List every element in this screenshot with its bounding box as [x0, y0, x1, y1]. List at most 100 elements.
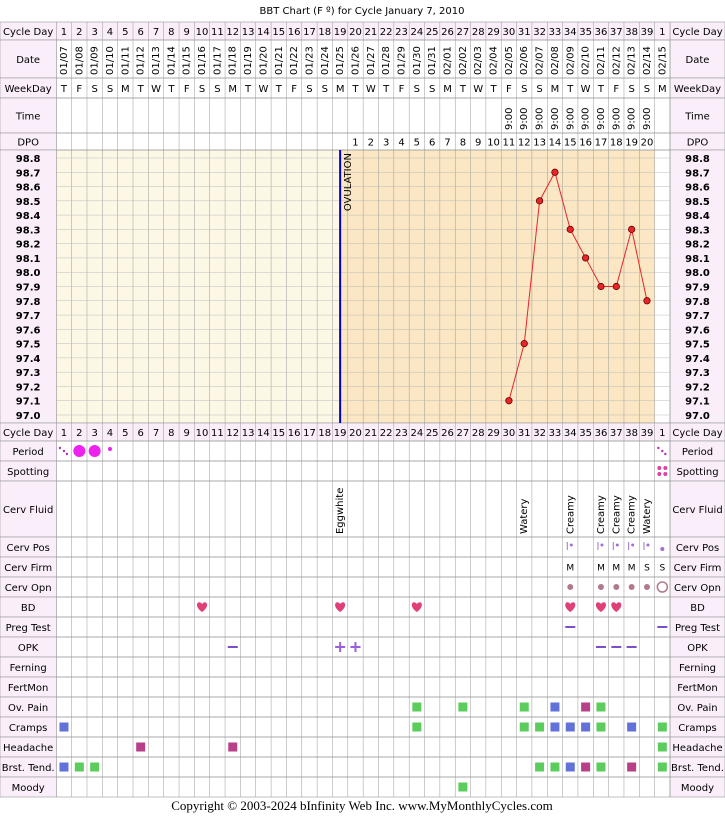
cycle-day: 17	[303, 27, 316, 38]
dot-mark	[62, 449, 66, 453]
cycle-day: 26	[441, 428, 454, 439]
weekday: M	[443, 84, 452, 95]
date: 01/26	[350, 46, 361, 75]
date: 01/13	[151, 46, 162, 75]
weekday: M	[121, 84, 130, 95]
dot-mark	[615, 543, 619, 547]
cycle-day: 10	[196, 428, 209, 439]
row-label: Headache	[672, 743, 722, 754]
date: 01/08	[74, 46, 85, 75]
symptom-square	[519, 722, 529, 732]
y-tick-label: 98.4	[16, 211, 41, 222]
row-label: Spotting	[7, 467, 49, 478]
row-label: BD	[21, 603, 36, 614]
cycle-day: 28	[472, 27, 485, 38]
symptom-square	[550, 722, 560, 732]
temp-point	[520, 340, 528, 348]
cycle-day: 25	[426, 27, 439, 38]
dpo: 4	[398, 138, 404, 149]
cycle-day: 12	[226, 27, 239, 38]
y-tick-label: 97.0	[685, 411, 710, 422]
date: 01/07	[59, 46, 70, 75]
time: 9:00	[504, 108, 515, 130]
y-tick-label: 98.7	[16, 168, 41, 179]
time: 9:00	[642, 108, 653, 130]
dpo: 17	[595, 138, 608, 149]
weekday: S	[414, 84, 420, 95]
symptom-square	[581, 722, 591, 732]
row-label: Cerv Firm	[674, 563, 722, 574]
y-tick-label: 98.2	[685, 240, 710, 251]
row-label: Moody	[12, 783, 45, 794]
y-tick-label: 97.8	[685, 297, 710, 308]
bd-heart	[595, 602, 607, 612]
dpo: 1	[352, 138, 358, 149]
cycle-day: 32	[533, 428, 546, 439]
row-label: Cycle Day	[3, 27, 53, 38]
symptom-square	[627, 722, 637, 732]
weekday: T	[490, 84, 498, 95]
date: 01/20	[258, 46, 269, 75]
cycle-day: 31	[518, 428, 531, 439]
cerv-fluid: Creamy	[627, 495, 638, 534]
cycle-day: 21	[364, 27, 377, 38]
weekday: W	[258, 84, 268, 95]
weekday: F	[613, 84, 619, 95]
weekday: W	[151, 84, 161, 95]
y-tick-label: 98.4	[685, 211, 710, 222]
cycle-day: 1	[61, 27, 67, 38]
cycle-day: 38	[625, 428, 638, 439]
row-label: Time	[684, 112, 709, 123]
temp-point	[582, 254, 590, 262]
y-tick-label: 97.4	[685, 354, 710, 365]
cerv-opn-ring	[656, 581, 669, 593]
date: 02/11	[596, 46, 607, 75]
weekday: F	[506, 84, 512, 95]
cycle-day: 14	[257, 428, 270, 439]
cycle-day: 25	[426, 428, 439, 439]
weekday: S	[91, 84, 97, 95]
cerv-firm: S	[644, 564, 650, 574]
dot-mark	[663, 466, 668, 470]
y-tick-label: 98.1	[16, 254, 41, 265]
dpo: 10	[487, 138, 500, 149]
row-label: DPO	[17, 138, 39, 149]
cycle-day: 2	[76, 27, 82, 38]
symptom-square	[581, 702, 591, 712]
cycle-day: 39	[641, 428, 654, 439]
y-tick-label: 97.6	[16, 325, 41, 336]
y-tick-label: 98.0	[685, 268, 710, 279]
dot-mark	[657, 446, 660, 450]
cerv-fluid: Creamy	[596, 495, 607, 534]
cycle-day: 34	[564, 428, 577, 439]
dpo: 9	[475, 138, 481, 149]
symptom-square	[59, 762, 69, 772]
weekday: S	[107, 84, 113, 95]
cycle-day: 18	[318, 428, 331, 439]
cerv-fluid: Creamy	[611, 495, 622, 534]
cycle-day: 36	[595, 27, 608, 38]
dpo: 19	[625, 138, 638, 149]
dpo: 7	[444, 138, 450, 149]
weekday: W	[366, 84, 376, 95]
weekday: S	[521, 84, 527, 95]
row-label-cell	[669, 149, 725, 424]
y-tick-label: 97.7	[685, 311, 710, 322]
dpo: 16	[579, 138, 592, 149]
bd-heart	[411, 602, 422, 612]
y-tick-label: 98.2	[16, 240, 41, 251]
time: 9:00	[581, 108, 592, 130]
temp-point	[612, 282, 620, 291]
cycle-day: 5	[122, 27, 128, 38]
time: 9:00	[596, 108, 607, 130]
cycle-day: 13	[242, 428, 255, 439]
row-label: Period	[682, 447, 713, 458]
weekday: W	[581, 84, 591, 95]
date: 02/05	[504, 46, 515, 75]
dpo: 11	[503, 138, 516, 149]
row-label: Date	[16, 55, 40, 66]
row-label: Cerv Opn	[5, 583, 52, 594]
dpo: 2	[368, 138, 374, 149]
weekday: M	[658, 84, 667, 95]
time: 9:00	[519, 108, 530, 130]
